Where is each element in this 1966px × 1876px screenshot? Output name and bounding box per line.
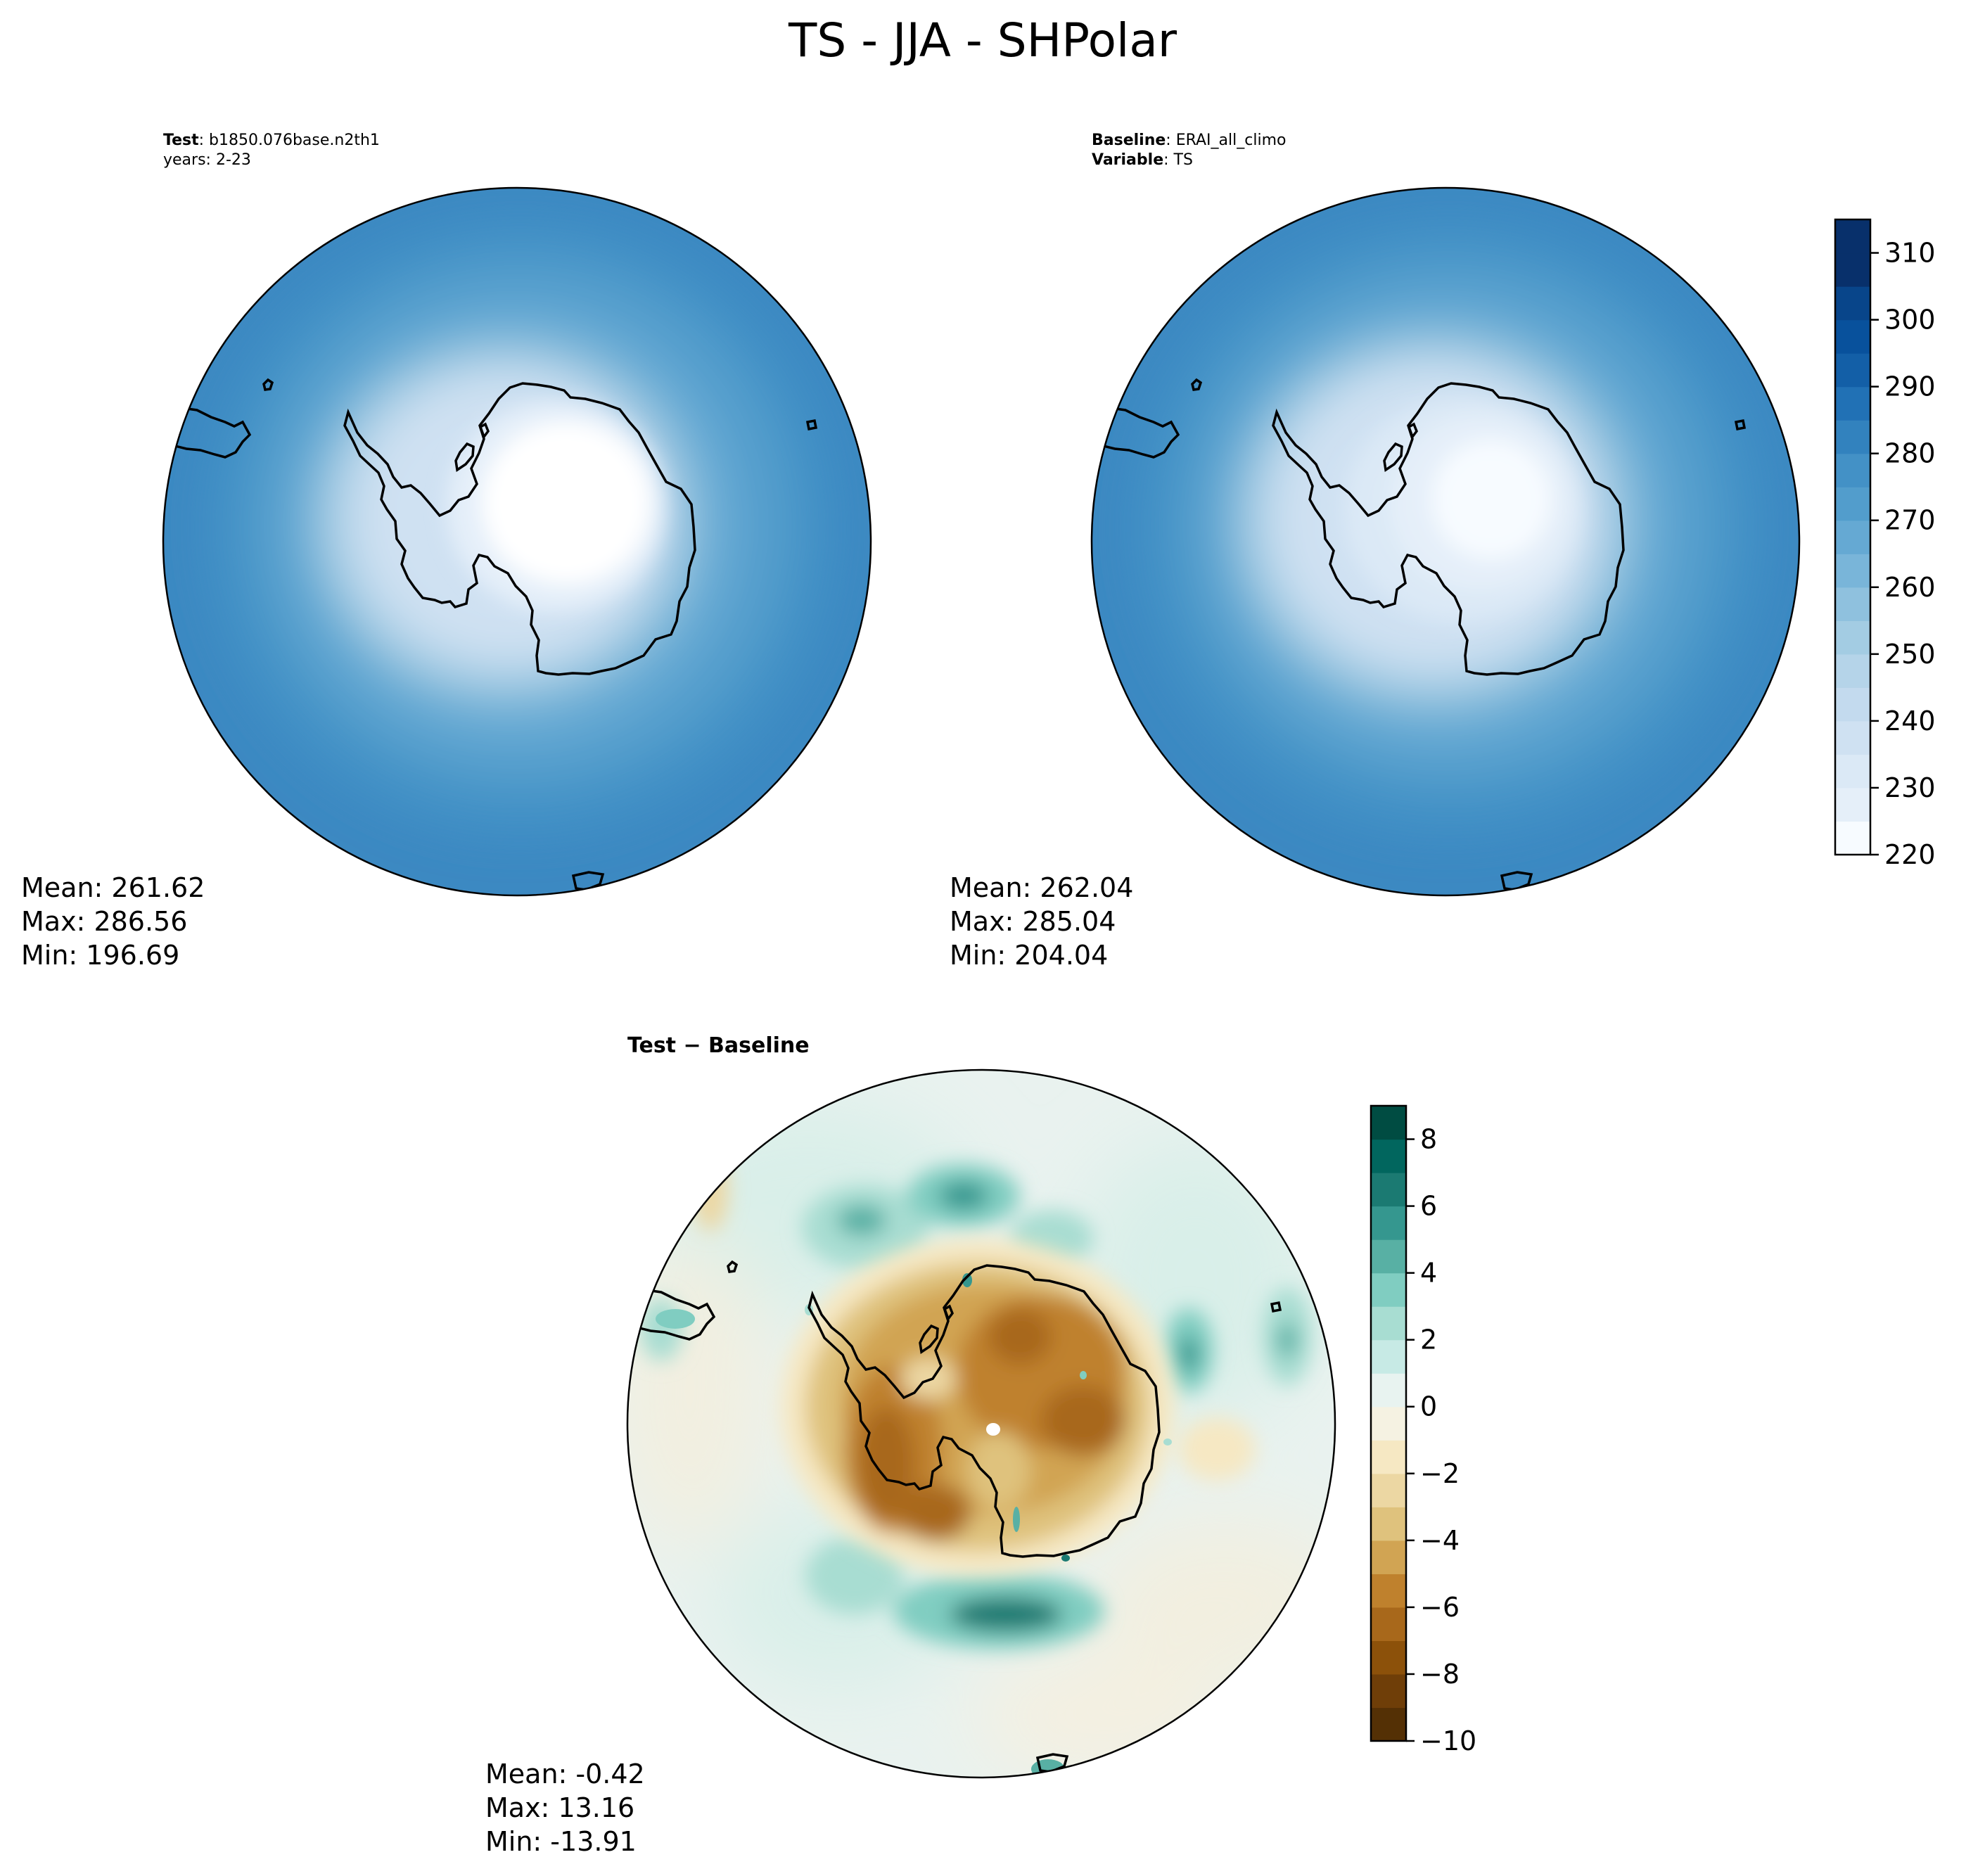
colorbar-ts-segment xyxy=(1835,821,1870,855)
colorbar-ts-segment xyxy=(1835,787,1870,822)
colorbar-ts-segment xyxy=(1835,353,1870,388)
colorbar-diff-segment xyxy=(1371,1106,1406,1140)
stats-baseline-mean: Mean: 262.04 xyxy=(950,872,1133,903)
colorbar-diff-tick-label: −4 xyxy=(1420,1525,1460,1556)
colorbar-ts-tick-label: 290 xyxy=(1884,371,1936,402)
stats-baseline: Mean: 262.04 Max: 285.04 Min: 204.04 xyxy=(950,872,1133,971)
colorbar-ts-tick-label: 270 xyxy=(1884,505,1936,536)
stats-test-mean: Mean: 261.62 xyxy=(21,872,205,903)
stats-difference: Mean: -0.42 Max: 13.16 Min: -13.91 xyxy=(485,1759,645,1857)
colorbar-ts-segment xyxy=(1835,653,1870,688)
colorbar-ts-tick-label: 260 xyxy=(1884,572,1936,603)
colorbar-diff-tick-label: 8 xyxy=(1420,1124,1437,1155)
colorbar-diff-segment xyxy=(1371,1440,1406,1474)
colorbar-ts-frame xyxy=(1834,218,1872,856)
map-baseline xyxy=(1092,188,1799,895)
colorbar-ts-segment xyxy=(1835,286,1870,321)
colorbar-diff-tick-label: −8 xyxy=(1420,1659,1460,1690)
colorbar-ts-ticks: 220 230 240 250 260 270 280 290 300 310 xyxy=(1870,238,1936,870)
panel-baseline-header-line2: Variable: TS xyxy=(1092,151,1193,169)
figure-title: TS - JJA - SHPolar xyxy=(788,13,1177,68)
colorbar-ts-tick-label: 250 xyxy=(1884,639,1936,670)
colorbar-ts-segment xyxy=(1835,386,1870,421)
colorbar-diff-segment xyxy=(1371,1206,1406,1240)
colorbar-diff-tick-label: −2 xyxy=(1420,1458,1460,1489)
colorbar-ts: 220 230 240 250 260 270 280 290 300 310 xyxy=(1834,218,1936,870)
colorbar-ts-segment xyxy=(1835,420,1870,454)
colorbar-ts-tick-label: 220 xyxy=(1884,839,1936,870)
colorbar-diff-segment xyxy=(1371,1540,1406,1574)
colorbar-ts-tick-label: 300 xyxy=(1884,305,1936,336)
colorbar-diff-segment xyxy=(1371,1473,1406,1507)
colorbar-diff-tick-label: 2 xyxy=(1420,1325,1437,1355)
colorbar-diff-segment xyxy=(1371,1139,1406,1173)
colorbar-ts-segment xyxy=(1835,487,1870,521)
colorbar-diff-segment xyxy=(1371,1373,1406,1408)
stats-baseline-max: Max: 285.04 xyxy=(950,906,1116,937)
colorbar-diff-ticks: −10 −8 −6 −4 −2 0 2 4 6 8 xyxy=(1406,1124,1476,1756)
colorbar-diff-segment xyxy=(1371,1640,1406,1675)
panel-baseline: Baseline: ERAI_all_climo Variable: TS xyxy=(950,132,1801,971)
colorbar-diff-segments xyxy=(1371,1106,1406,1742)
colorbar-ts-segment xyxy=(1835,754,1870,789)
colorbar-diff-segment xyxy=(1371,1574,1406,1608)
colorbar-diff-segment xyxy=(1371,1239,1406,1274)
stats-difference-max: Max: 13.16 xyxy=(485,1792,634,1823)
map-difference xyxy=(627,1070,1335,1778)
stats-difference-min: Min: -13.91 xyxy=(485,1826,637,1857)
colorbar-diff-tick-label: 6 xyxy=(1420,1191,1437,1222)
colorbar-diff-segment xyxy=(1371,1406,1406,1441)
map-difference-boundary xyxy=(626,1068,1336,1779)
colorbar-diff: −10 −8 −6 −4 −2 0 2 4 6 8 xyxy=(1370,1104,1476,1756)
colorbar-diff-segment xyxy=(1371,1272,1406,1307)
colorbar-ts-segment xyxy=(1835,587,1870,621)
colorbar-diff-segment xyxy=(1371,1339,1406,1374)
map-test xyxy=(163,188,871,895)
stats-test: Mean: 261.62 Max: 286.56 Min: 196.69 xyxy=(21,872,205,971)
colorbar-ts-segment xyxy=(1835,253,1870,287)
colorbar-diff-segment xyxy=(1371,1707,1406,1742)
colorbar-ts-segment xyxy=(1835,720,1870,755)
panel-test-header-line1: Test: b1850.076base.n2th1 xyxy=(163,132,380,149)
colorbar-diff-segment xyxy=(1371,1673,1406,1709)
colorbar-diff-tick-label: 0 xyxy=(1420,1391,1437,1422)
colorbar-diff-frame xyxy=(1370,1104,1408,1742)
map-test-boundary xyxy=(162,186,872,897)
colorbar-diff-segment xyxy=(1371,1507,1406,1541)
colorbar-diff-tick-label: 4 xyxy=(1420,1258,1437,1289)
stats-test-max: Max: 286.56 xyxy=(21,906,187,937)
colorbar-diff-segment xyxy=(1371,1607,1406,1642)
panel-test-header-line2: years: 2-23 xyxy=(163,151,251,169)
panel-baseline-header-line1: Baseline: ERAI_all_climo xyxy=(1092,132,1286,149)
colorbar-ts-segment xyxy=(1835,453,1870,487)
colorbar-ts-tick-label: 280 xyxy=(1884,438,1936,469)
colorbar-ts-segment xyxy=(1835,554,1870,588)
colorbar-ts-tick-label: 230 xyxy=(1884,772,1936,803)
colorbar-ts-segment xyxy=(1835,687,1870,722)
colorbar-ts-segment xyxy=(1835,520,1870,554)
panel-difference-header: Test − Baseline xyxy=(627,1033,810,1058)
stats-baseline-min: Min: 204.04 xyxy=(950,940,1108,971)
colorbar-ts-segment xyxy=(1835,620,1870,655)
map-baseline-boundary xyxy=(1090,186,1801,897)
colorbar-diff-tick-label: −10 xyxy=(1420,1725,1476,1756)
panel-test: Test: b1850.076base.n2th1 years: 2-23 xyxy=(21,132,872,971)
colorbar-ts-tick-label: 240 xyxy=(1884,706,1936,736)
colorbar-ts-segments xyxy=(1835,219,1870,855)
stats-test-min: Min: 196.69 xyxy=(21,940,179,971)
colorbar-diff-tick-label: −6 xyxy=(1420,1592,1460,1623)
colorbar-diff-segment xyxy=(1371,1306,1406,1341)
colorbar-ts-segment xyxy=(1835,319,1870,354)
panel-difference: Test − Baseline xyxy=(485,1033,1336,1857)
colorbar-ts-segment xyxy=(1835,219,1870,254)
colorbar-ts-tick-label: 310 xyxy=(1884,238,1936,269)
colorbar-diff-segment xyxy=(1371,1173,1406,1207)
stats-difference-mean: Mean: -0.42 xyxy=(485,1759,645,1789)
